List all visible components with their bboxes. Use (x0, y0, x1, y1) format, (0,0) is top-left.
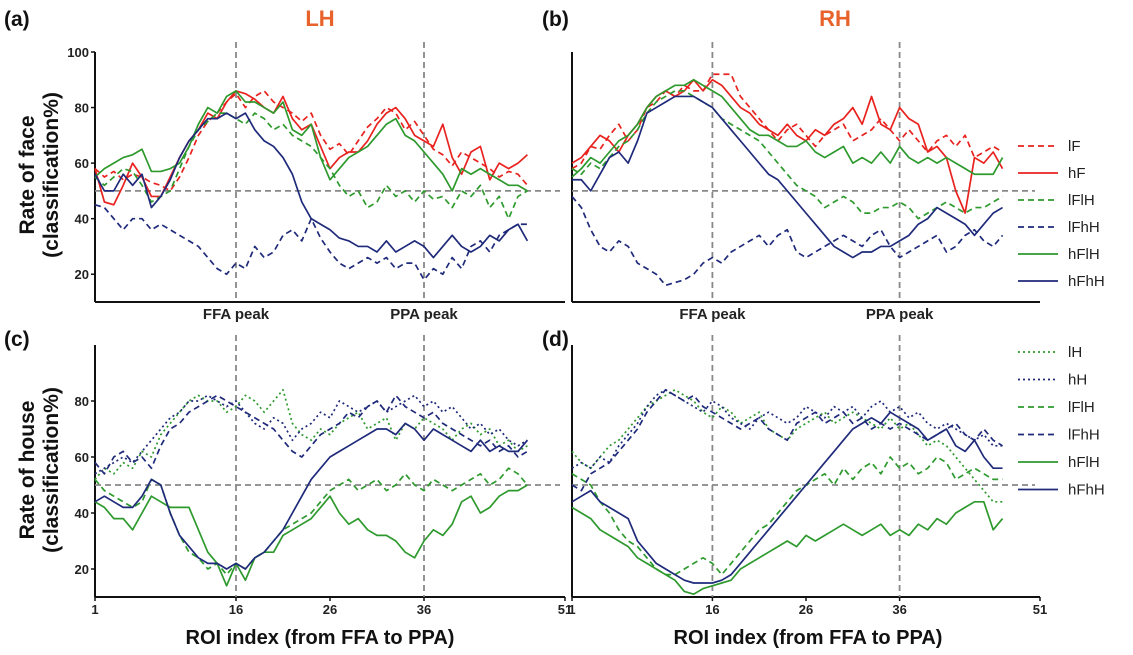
panel-a-ytick-label: 80 (75, 101, 89, 116)
panel-a-ytick-label: 100 (67, 45, 89, 60)
panel-a-series-hF (94, 90, 528, 206)
panel-a-series-hFhH (94, 112, 529, 259)
panel-c-xtick-label: 26 (323, 602, 337, 617)
xlabel-right: ROI index (from FFA to PPA) (674, 627, 943, 649)
panel-b-series-lFhH (571, 195, 1004, 287)
panel-c-series-hH (94, 394, 528, 475)
legend-top-label-hFlH: hFlH (1068, 246, 1100, 263)
panel-a-ytick-label: 20 (75, 267, 89, 282)
legend-bottom-label-hH: hH (1068, 372, 1087, 389)
panel-a-series-lFlH (94, 112, 528, 220)
ylabel-bottom-line2: (classification%) (40, 387, 63, 553)
panel-d-series-lFlH (571, 456, 1003, 576)
panel-d-series-hFhH (571, 411, 1003, 584)
panel-d-xtick-label: 26 (799, 602, 813, 617)
ylabel-bottom-line1: Rate of house (16, 401, 39, 540)
legend-top-label-hF: hF (1068, 165, 1086, 182)
panel-b-peak-label-1: FFA peak (679, 306, 746, 323)
panel-c-series-lH (94, 388, 528, 480)
panel-d-xtick-label: 1 (568, 602, 575, 617)
panel-d-series-lH (571, 388, 1003, 503)
panel-a-peak-label-2: PPA peak (390, 306, 458, 323)
legend-top-label-lFlH: lFlH (1068, 192, 1095, 209)
panel-a-peak-label-1: FFA peak (203, 306, 270, 323)
panel-b-series-hFhH (572, 95, 1003, 259)
panel-label-a: (a) (4, 8, 30, 31)
legend-bottom-label-hFlH: hFlH (1068, 454, 1100, 471)
panel-b-series-lF (571, 73, 1003, 170)
ylabel-top-line2: (classification%) (40, 92, 63, 258)
panel-c-xtick-label: 16 (229, 602, 243, 617)
panel-b-series-lFlH (571, 90, 1003, 220)
panel-d-xtick-label: 16 (705, 602, 719, 617)
panel-c-ytick-label: 40 (75, 506, 89, 521)
panel-c-series-hFlH (94, 484, 528, 587)
panel-c-xtick-label: 36 (417, 602, 431, 617)
panel-a-series-lF (94, 90, 529, 192)
panel-d-xtick-label: 51 (1033, 602, 1047, 617)
panel-d-series-lFhH (571, 388, 1003, 492)
panel-b-peak-label-2: PPA peak (866, 306, 934, 323)
column-title-lh: LH (305, 6, 334, 31)
panel-a-series-hFlH (94, 90, 528, 192)
panel-c-series-lFhH (94, 394, 528, 475)
panel-label-d: (d) (542, 328, 569, 351)
panel-c-series-hFhH (94, 422, 529, 570)
panel-c-xtick-label: 51 (558, 602, 572, 617)
panel-d-series-hH (571, 388, 1003, 470)
legend-bottom-label-hFhH: hFhH (1068, 482, 1105, 499)
ylabel-top-line1: Rate of face (16, 115, 39, 234)
legend-bottom-label-lFhH: lFhH (1068, 427, 1100, 444)
xlabel-left: ROI index (from FFA to PPA) (186, 627, 455, 649)
legend-bottom-label-lFlH: lFlH (1068, 399, 1095, 416)
panel-d-xtick-label: 36 (892, 602, 906, 617)
legend-top-label-hFhH: hFhH (1068, 273, 1105, 290)
column-title-rh: RH (819, 6, 851, 31)
panel-c-ytick-label: 60 (75, 450, 89, 465)
panel-a-ytick-label: 60 (75, 156, 89, 171)
legend-top-label-lF: lF (1068, 138, 1081, 155)
panel-b-series-hFlH (571, 78, 1004, 178)
panel-c-ytick-label: 80 (75, 394, 89, 409)
panel-label-b: (b) (542, 8, 569, 31)
panel-c-ytick-label: 20 (75, 562, 89, 577)
legend-top-label-lFhH: lFhH (1068, 219, 1100, 236)
panel-label-c: (c) (4, 328, 30, 351)
panel-a-series-lFhH (94, 203, 528, 281)
panel-d-series-hFlH (571, 500, 1004, 596)
panel-c-xtick-label: 1 (91, 602, 98, 617)
panel-a-ytick-label: 40 (75, 212, 89, 227)
legend-bottom-label-lH: lH (1068, 344, 1082, 361)
